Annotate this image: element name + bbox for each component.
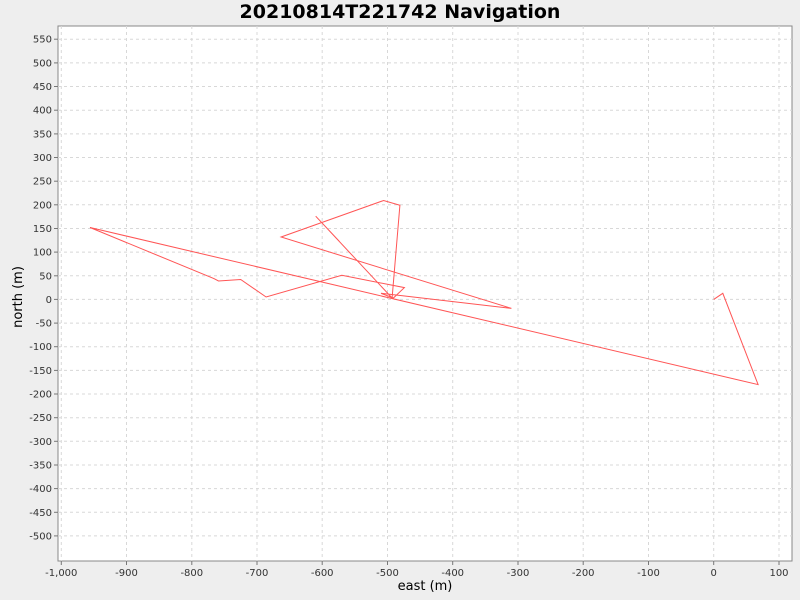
chart-title: 20210814T221742 Navigation <box>240 1 561 23</box>
y-tick-label: 450 <box>33 82 52 93</box>
y-tick-label: 100 <box>33 248 52 259</box>
y-tick-label: 400 <box>33 106 52 117</box>
x-tick-label: -300 <box>507 568 530 579</box>
y-tick-label: 50 <box>39 271 52 282</box>
plot-area <box>57 25 793 562</box>
x-tick-label: -200 <box>572 568 595 579</box>
y-tick-label: -450 <box>29 508 52 519</box>
x-tick-label: -100 <box>637 568 660 579</box>
y-tick-label: -100 <box>29 342 52 353</box>
grid-lines <box>58 26 792 561</box>
y-axis-label: north (m) <box>11 266 26 328</box>
y-tick-label: 350 <box>33 129 52 140</box>
y-tick-label: 0 <box>46 295 52 306</box>
y-tick-label: 200 <box>33 200 52 211</box>
x-tick-label: -800 <box>180 568 203 579</box>
y-tick-label: -300 <box>29 437 52 448</box>
y-tick-label: -400 <box>29 484 52 495</box>
x-tick-label: 100 <box>769 568 788 579</box>
navigation-track-line <box>89 199 759 386</box>
x-tick-label: -700 <box>246 568 269 579</box>
y-tick-label: 150 <box>33 224 52 235</box>
x-tick-label: 0 <box>711 568 717 579</box>
y-tick-label: -200 <box>29 390 52 401</box>
series-layer <box>89 199 759 386</box>
y-tick-label: 550 <box>33 35 52 46</box>
x-tick-label: -400 <box>441 568 464 579</box>
x-tick-label: -1,000 <box>45 568 77 579</box>
y-tick-label: -150 <box>29 366 52 377</box>
y-tick-label: -500 <box>29 531 52 542</box>
y-tick-label: 250 <box>33 177 52 188</box>
y-tick-label: -50 <box>36 319 52 330</box>
x-tick-label: -600 <box>311 568 334 579</box>
y-tick-label: 300 <box>33 153 52 164</box>
axis-ticks: -1,000 -900 -800 -700 -600 -500 -400 -300 -200 -1… <box>29 35 788 579</box>
x-tick-label: -900 <box>115 568 138 579</box>
y-tick-label: 500 <box>33 58 52 69</box>
y-tick-label: -350 <box>29 461 52 472</box>
x-axis-label: east (m) <box>398 579 453 594</box>
y-tick-label: -250 <box>29 413 52 424</box>
x-tick-label: -500 <box>376 568 399 579</box>
